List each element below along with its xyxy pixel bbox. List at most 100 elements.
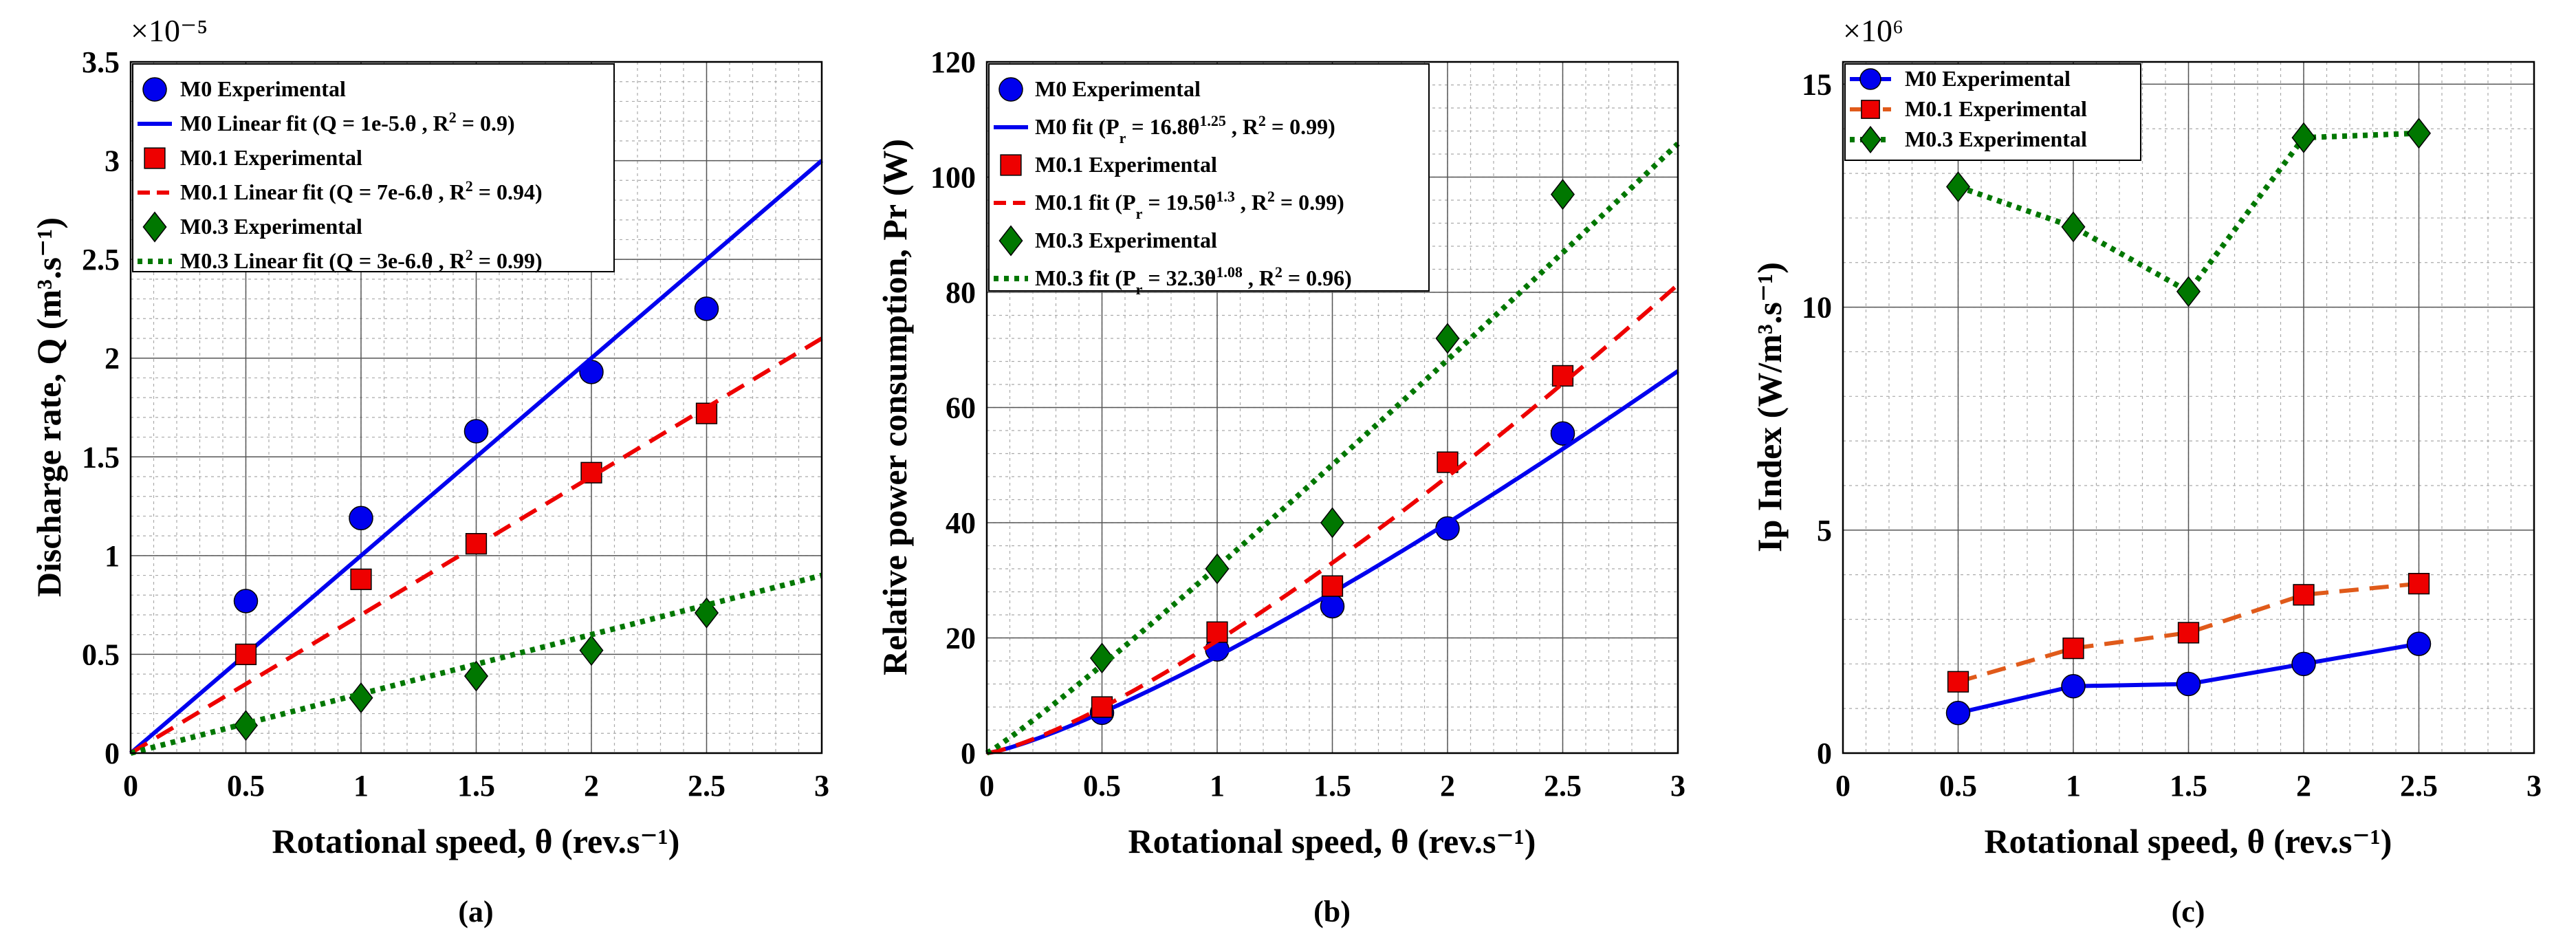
data-point xyxy=(2291,651,2316,677)
data-point xyxy=(694,296,719,321)
panel-b-x-ticks: 0 0.5 1 1.5 2 2.5 3 xyxy=(979,769,1685,803)
y-tick-label: 0.5 xyxy=(82,638,120,671)
data-point xyxy=(2293,584,2315,606)
panel-a-legend: M0 Experimental M0 Linear fit (Q = 1e-5.θ… xyxy=(132,63,615,273)
panel-a-y-axis-label: Discharge rate, Q (m³.s⁻¹) xyxy=(30,217,68,597)
x-tick-label: 2 xyxy=(2296,769,2311,803)
data-point xyxy=(1945,700,1971,726)
data-point xyxy=(1550,421,1575,446)
panel-c-y-ticks: 0 5 10 15 xyxy=(1802,67,1832,770)
legend-marker-symbol xyxy=(998,225,1023,257)
x-tick-label: 0 xyxy=(979,769,994,803)
y-tick-label: 15 xyxy=(1802,67,1832,101)
x-tick-label: 1.5 xyxy=(2170,769,2207,803)
panel-c-legend-box xyxy=(1844,63,2141,161)
legend-marker-symbol xyxy=(142,77,167,102)
x-tick-label: 3 xyxy=(1670,769,1685,803)
y-tick-label: 3 xyxy=(105,144,120,178)
panel-b-x-axis-label: Rotational speed, θ (rev.s⁻¹) xyxy=(1128,822,1536,860)
data-point xyxy=(463,660,489,692)
series-line xyxy=(1957,581,2419,684)
data-point xyxy=(1321,575,1344,597)
legend-marker-symbol xyxy=(998,77,1023,102)
data-point xyxy=(463,419,489,444)
panel-a-grid xyxy=(131,62,822,753)
panel-b-y-axis-label: Relative power consumption, Pr (W) xyxy=(875,139,914,675)
y-tick-label: 5 xyxy=(1817,514,1832,547)
legend-entry-label: M0 Experimental xyxy=(1035,76,1201,101)
fit-line xyxy=(129,336,823,755)
x-tick-label: 2 xyxy=(1440,769,1455,803)
data-point xyxy=(1550,179,1575,210)
data-point xyxy=(349,682,373,714)
panel-a: 0 0.5 1 1.5 2 2.5 3 0 0.5 1 1.5 2 2.5 3 3.5 ×10⁻⁵ Rot… xyxy=(30,13,829,928)
data-point xyxy=(1947,671,1969,693)
panel-a-x-axis-label: Rotational speed, θ (rev.s⁻¹) xyxy=(272,822,680,860)
fit-curve xyxy=(986,283,1679,755)
x-tick-label: 1.5 xyxy=(457,769,495,803)
data-point xyxy=(2406,631,2432,656)
legend-entry-label: M0.1 Linear fit (Q = 7e-6.θ , R2 = 0.94) xyxy=(180,177,543,205)
x-tick-label: 2.5 xyxy=(1544,769,1582,803)
y-tick-label: 80 xyxy=(946,276,976,309)
panel-a-frame xyxy=(129,61,823,754)
x-tick-label: 1.5 xyxy=(1313,769,1351,803)
data-point xyxy=(2291,122,2316,153)
data-point xyxy=(233,589,259,613)
data-point xyxy=(2177,622,2200,644)
panel-c-x-ticks: 0 0.5 1 1.5 2 2.5 3 xyxy=(1835,769,2542,803)
y-tick-label: 0 xyxy=(961,737,976,770)
data-point xyxy=(1320,507,1345,539)
y-tick-label: 3.5 xyxy=(82,45,120,79)
legend-entry-label: M0.1 Experimental xyxy=(180,145,362,170)
y-tick-label: 60 xyxy=(946,391,976,425)
panel-b-legend-box xyxy=(988,63,1430,292)
legend-entry-label: M0.1 fit (Pr = 19.5θ1.3 , R2 = 0.99) xyxy=(1035,188,1344,222)
data-point xyxy=(2408,572,2430,595)
y-tick-label: 0 xyxy=(105,737,120,770)
x-tick-label: 3 xyxy=(2526,769,2542,803)
x-tick-label: 0 xyxy=(1835,769,1851,803)
x-tick-label: 2.5 xyxy=(2400,769,2438,803)
x-tick-label: 0.5 xyxy=(1083,769,1121,803)
y-tick-label: 0 xyxy=(1817,737,1832,770)
y-tick-label: 2 xyxy=(105,342,120,376)
data-point xyxy=(349,506,373,531)
panel-b-y-ticks: 0 20 40 60 80 100 120 xyxy=(930,45,976,770)
legend-entry-label: M0.3 Experimental xyxy=(180,214,362,239)
data-point xyxy=(2176,671,2201,697)
panel-c-frame xyxy=(1842,61,2535,754)
panel-c-label: (c) xyxy=(2172,895,2205,928)
panel-a-x-ticks: 0 0.5 1 1.5 2 2.5 3 xyxy=(123,769,829,803)
x-tick-label: 3 xyxy=(814,769,829,803)
legend-entry-label: M0.3 fit (Pr = 32.3θ1.08 , R2 = 0.96) xyxy=(1035,263,1352,298)
x-tick-label: 0.5 xyxy=(227,769,265,803)
y-tick-label: 40 xyxy=(946,506,976,540)
panel-c-legend: M0 Experimental M0.1 Experimental M0.3 Exp… xyxy=(1844,63,2141,161)
legend-entry-label: M0.3 Experimental xyxy=(1035,228,1217,252)
legend-marker-symbol xyxy=(1859,126,1881,153)
data-point xyxy=(1089,642,1115,674)
data-point xyxy=(350,568,372,590)
panel-b-label: (b) xyxy=(1313,895,1351,928)
x-tick-label: 2 xyxy=(584,769,599,803)
panel-b-legend: M0 Experimental M0 fit (Pr = 16.8θ1.25 , … xyxy=(988,63,1430,298)
fit-curve xyxy=(985,142,1680,756)
data-point xyxy=(1435,323,1460,354)
x-tick-label: 2.5 xyxy=(688,769,725,803)
legend-entry-label: M0 Linear fit (Q = 1e-5.θ , R2 = 0.9) xyxy=(180,109,515,136)
panel-b-frame xyxy=(985,61,1679,754)
panel-c-x-axis-label: Rotational speed, θ (rev.s⁻¹) xyxy=(1985,822,2392,860)
legend-marker-symbol xyxy=(142,211,167,243)
data-point xyxy=(2062,638,2084,660)
panel-b-plot xyxy=(985,142,1680,756)
legend-entry-label: M0.3 Experimental xyxy=(1905,127,2087,151)
legend-entry-label: M0 Experimental xyxy=(1905,66,2071,91)
y-tick-label: 2.5 xyxy=(82,243,120,276)
y-tick-label: 10 xyxy=(1802,291,1832,325)
panel-c-y-axis-label: Ip Index (W/m³.s⁻¹) xyxy=(1750,262,1789,552)
legend-marker-symbol xyxy=(1000,154,1022,176)
legend-marker-symbol xyxy=(144,147,166,169)
data-point xyxy=(2406,118,2432,149)
